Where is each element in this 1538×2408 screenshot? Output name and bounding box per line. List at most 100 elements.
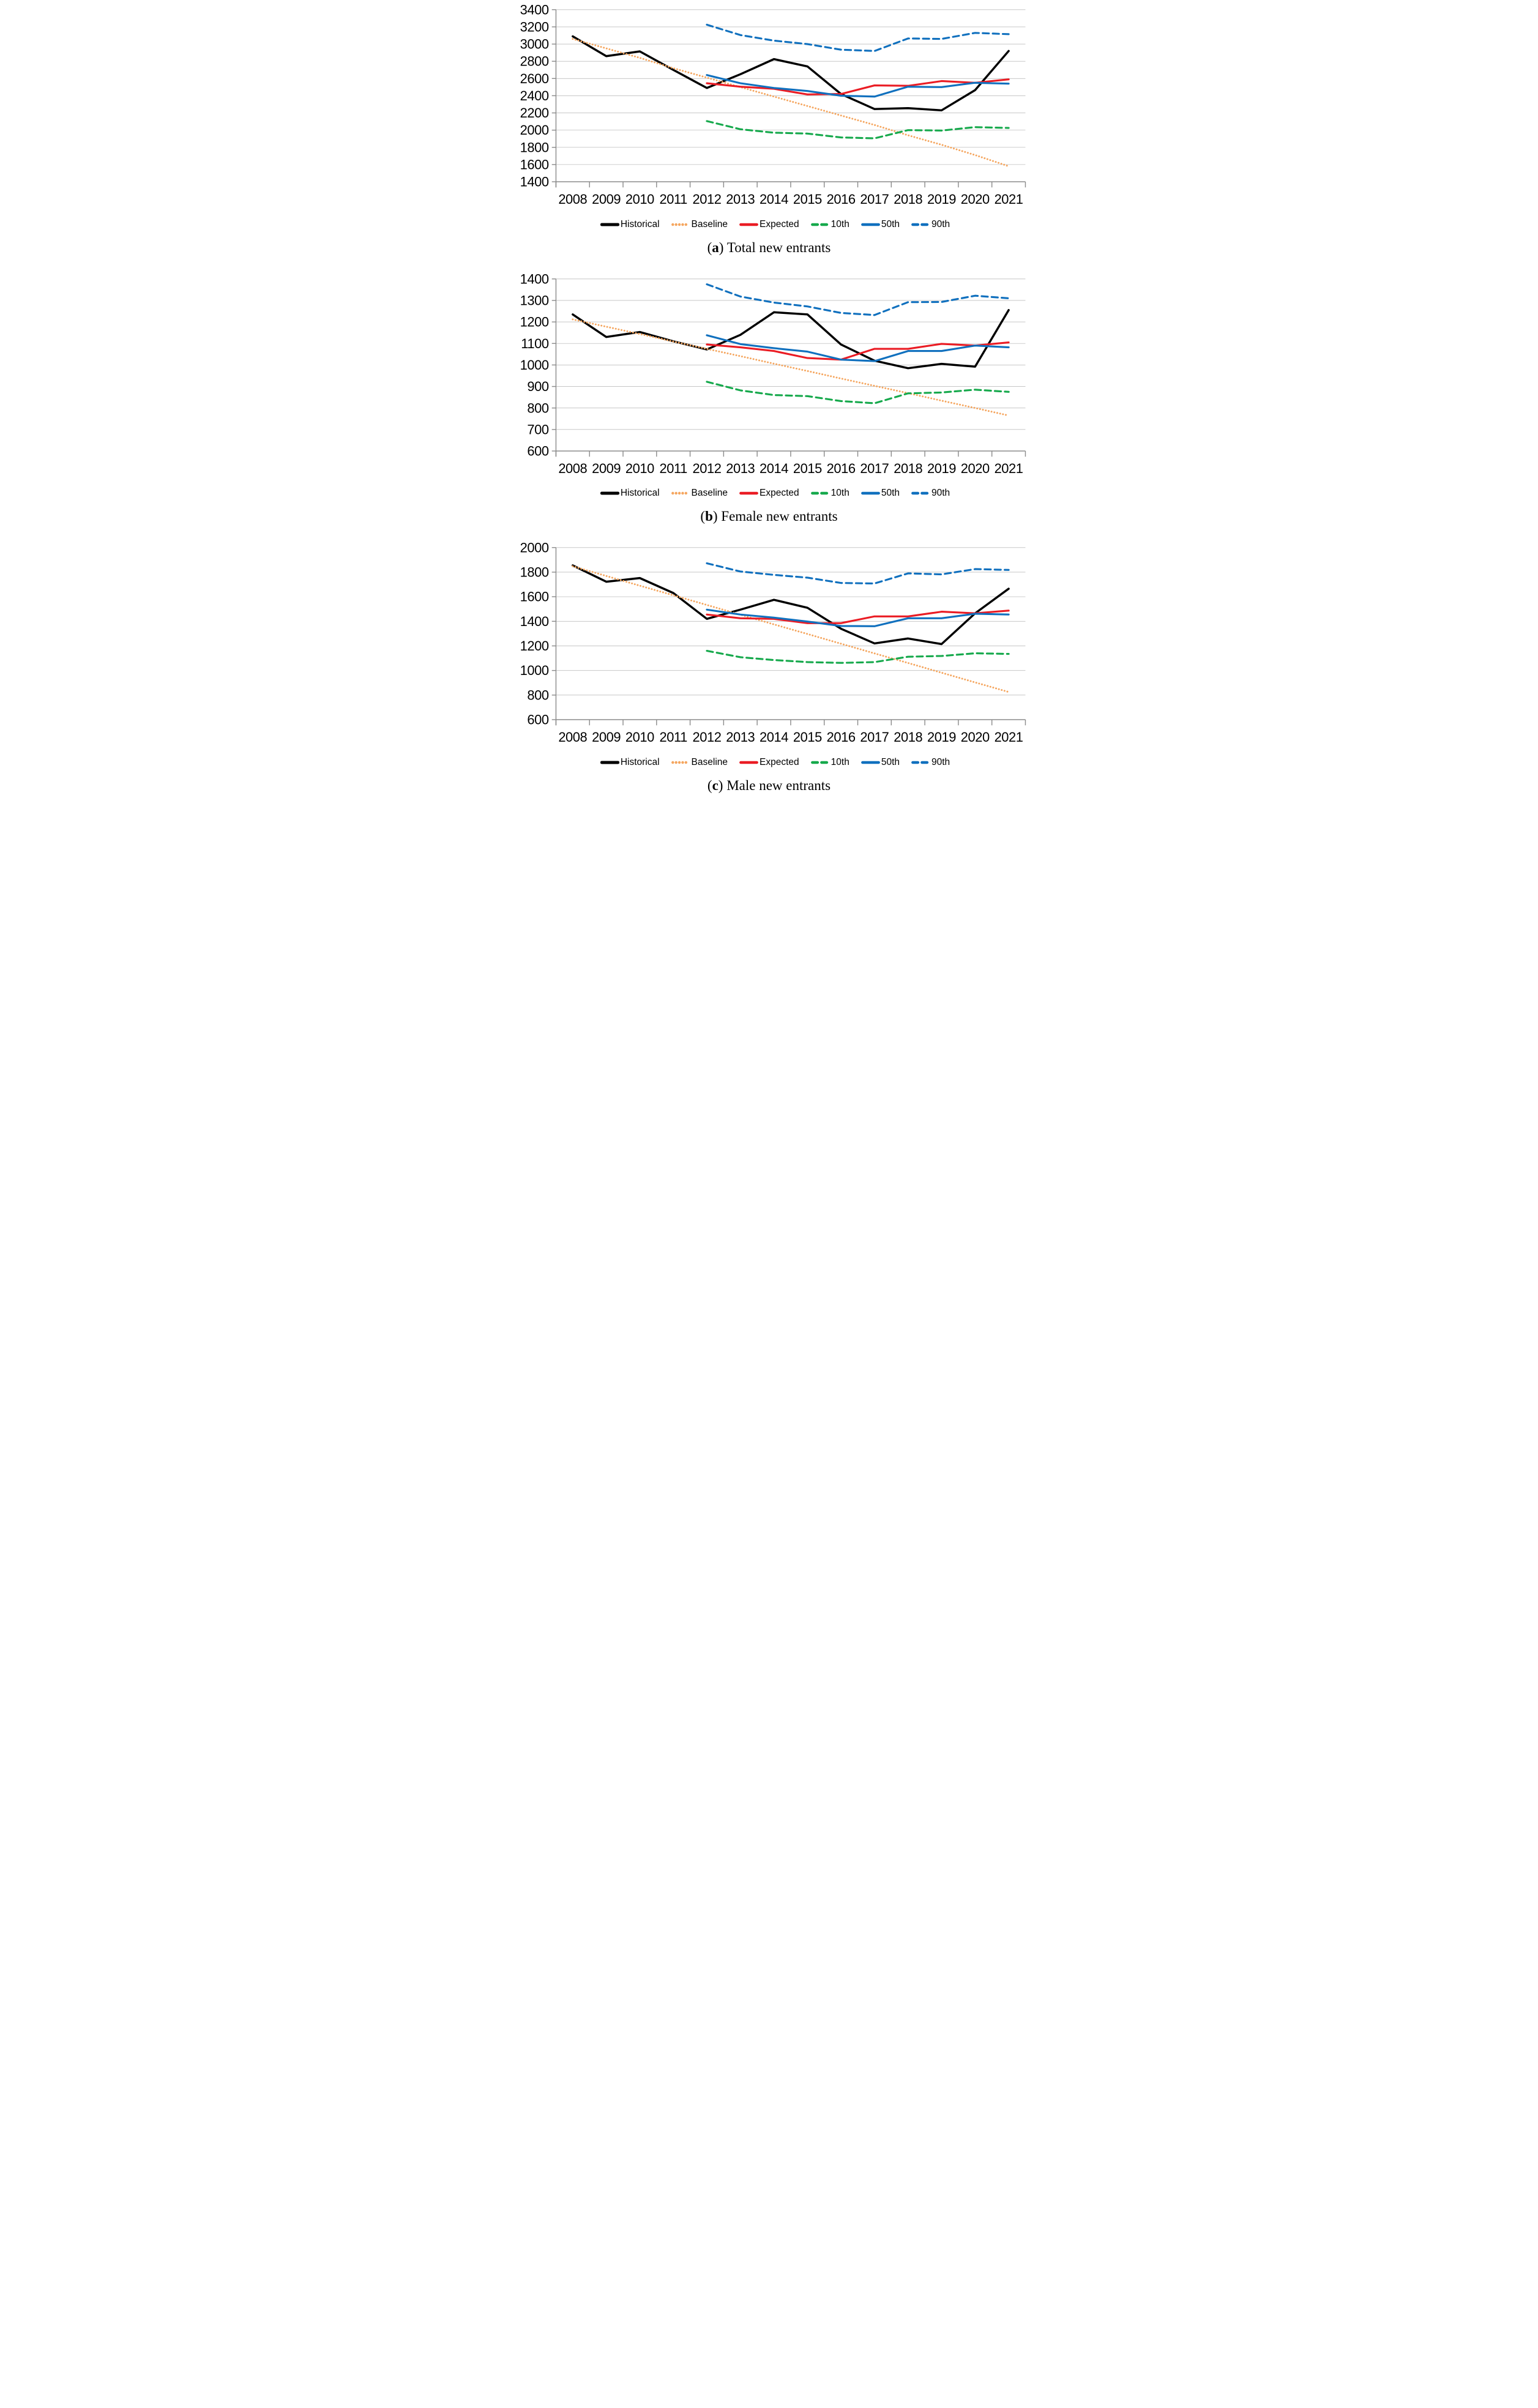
y-axis-label: 1600 (520, 589, 548, 605)
caption-paren: ) (718, 777, 723, 793)
x-axis-label: 2014 (760, 729, 788, 745)
y-axis-label: 1300 (520, 293, 548, 308)
y-axis-label: 1400 (520, 272, 548, 286)
x-axis-label: 2009 (592, 461, 621, 476)
x-axis-label: 2010 (625, 192, 654, 207)
legend-label-expected: Expected (760, 756, 799, 767)
legend-item-50th: 50th (860, 756, 900, 768)
x-axis-label: 2018 (894, 729, 922, 745)
legend-item-historical: Historical (600, 757, 660, 768)
caption-title: Total new entrants (726, 239, 831, 255)
x-axis-label: 2020 (960, 461, 989, 476)
chart-c-caption: (c) Male new entrants (512, 778, 1027, 794)
y-axis-label: 1200 (520, 638, 548, 654)
legend-sample-baseline-line (671, 223, 690, 226)
x-axis-label: 2016 (826, 461, 855, 476)
legend-sample-historical-line (600, 491, 619, 495)
x-axis-label: 2011 (659, 461, 687, 476)
series-line-expected (705, 341, 1010, 360)
chart-b-caption: (b) Female new entrants (512, 509, 1027, 524)
y-axis-label: 2600 (520, 71, 548, 86)
series-line-historical (571, 35, 1010, 112)
chart-a-caption: (a) Total new entrants (512, 240, 1027, 256)
series-line-baseline (571, 38, 1010, 168)
x-axis-label: 2017 (860, 729, 889, 745)
series-line-expected (705, 78, 1010, 95)
series-line-90th (705, 562, 1010, 585)
legend-label-10th: 10th (831, 218, 849, 229)
x-axis-label: 2015 (793, 192, 821, 207)
legend-item-50th: 50th (860, 219, 900, 230)
legend-item-90th: 90th (911, 219, 950, 230)
x-axis-label: 2012 (692, 192, 721, 207)
caption-letter: b (705, 509, 713, 524)
legend-label-10th: 10th (831, 488, 849, 499)
x-axis-label: 2010 (625, 729, 654, 745)
x-axis-label: 2008 (558, 192, 587, 207)
caption-letter: c (712, 777, 719, 793)
y-axis-label: 2000 (520, 540, 548, 555)
caption-paren: ( (707, 239, 712, 255)
x-axis-label: 2015 (793, 729, 821, 745)
y-axis-label: 1000 (520, 357, 548, 373)
legend-label-baseline: Baseline (691, 488, 728, 499)
legend-sample-historical-line (600, 223, 619, 226)
legend-sample-10th-line (810, 223, 830, 226)
x-axis-label: 2017 (860, 461, 889, 476)
y-axis-label: 1800 (520, 565, 548, 580)
chart-b-plot: 1400 1300 1200 1100 1000 900 800 700 600 2008 2009… (520, 272, 1026, 476)
x-axis-label: 2011 (659, 729, 687, 745)
y-axis-label: 600 (527, 443, 548, 458)
x-axis-label: 2014 (760, 192, 788, 207)
figure: 3400 3200 3000 2800 2600 2400 2200 2000 1800 1600… (511, 0, 1027, 817)
x-axis-label: 2021 (994, 192, 1023, 207)
x-axis-label: 2010 (625, 461, 654, 476)
chart-a-legend: Historical Baseline Expected 10th 50th 90th (512, 219, 1027, 230)
chart-c-legend: Historical Baseline Expected 10th 50th 90th (512, 757, 1027, 768)
y-axis-label: 1000 (520, 663, 548, 678)
y-axis-label: 600 (527, 712, 548, 728)
legend-label-90th: 90th (931, 218, 950, 229)
x-axis-label: 2009 (592, 729, 621, 745)
legend-sample-expected-line (739, 492, 758, 495)
legend-label-50th: 50th (881, 756, 900, 767)
caption-letter: a (712, 239, 719, 255)
y-axis-label: 1400 (520, 614, 548, 629)
chart-block-b: 1400 1300 1200 1100 1000 900 800 700 600 2008 2009… (512, 272, 1027, 525)
legend-sample-historical-line (600, 761, 619, 764)
y-axis-label: 3000 (520, 37, 548, 52)
x-axis-label: 2017 (860, 192, 889, 207)
caption-paren: ) (719, 239, 724, 255)
x-axis-label: 2021 (994, 729, 1023, 745)
caption-paren: ( (700, 509, 706, 524)
y-axis-label: 1200 (520, 314, 548, 329)
legend-label-historical: Historical (620, 218, 660, 229)
series-line-expected (705, 609, 1010, 625)
y-axis-label: 2000 (520, 122, 548, 138)
legend-label-90th: 90th (931, 756, 950, 767)
x-axis-label: 2019 (927, 729, 955, 745)
y-axis-label: 3200 (520, 19, 548, 34)
x-axis-label: 2015 (793, 461, 821, 476)
series-line-historical (571, 564, 1010, 646)
legend-label-50th: 50th (881, 488, 900, 499)
caption-title: Female new entrants (721, 509, 838, 524)
legend-sample-baseline-line (671, 761, 690, 764)
legend-item-90th: 90th (911, 488, 950, 499)
x-axis-label: 2013 (726, 461, 755, 476)
series-line-baseline (571, 318, 1010, 417)
series-line-baseline (571, 565, 1010, 693)
y-axis-label: 700 (527, 422, 548, 437)
series-line-90th (705, 283, 1010, 316)
legend-item-historical: Historical (600, 219, 660, 230)
legend-sample-expected-line (739, 761, 758, 764)
x-axis-label: 2019 (927, 192, 955, 207)
x-axis-label: 2018 (894, 461, 922, 476)
legend-label-historical: Historical (620, 488, 660, 499)
x-axis-label: 2012 (692, 461, 721, 476)
x-axis-label: 2013 (726, 729, 755, 745)
caption-title: Male new entrants (726, 777, 831, 793)
y-axis-label: 2800 (520, 54, 548, 69)
